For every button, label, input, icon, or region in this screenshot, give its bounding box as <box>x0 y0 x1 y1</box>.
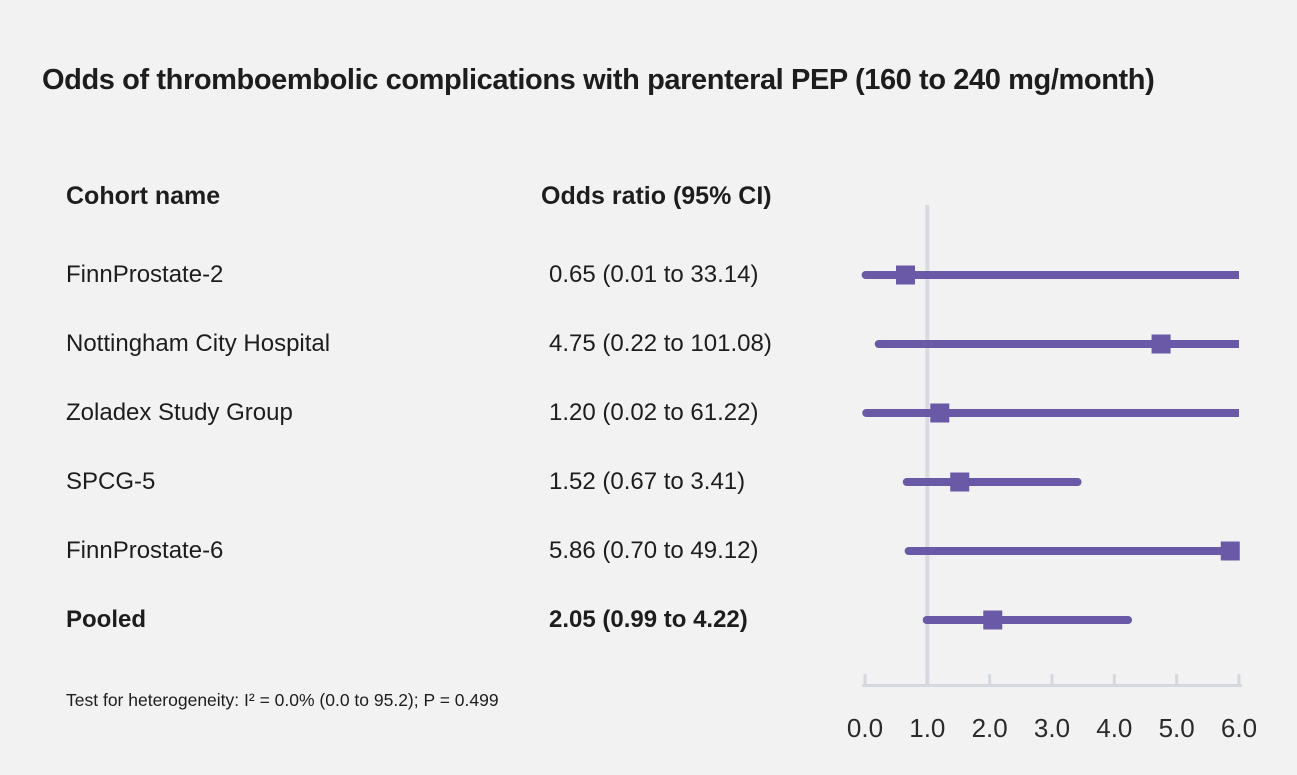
cohort-name: SPCG-5 <box>66 468 156 495</box>
odds-ratio-marker <box>1151 334 1171 354</box>
odds-ratio-column-header: Odds ratio (95% CI) <box>541 182 772 210</box>
odds-ratio-value: 0.65 (0.01 to 33.14) <box>549 261 759 288</box>
column-headers: Cohort name Odds ratio (95% CI) <box>0 180 1297 212</box>
table-row: FinnProstate-2 0.65 (0.01 to 33.14) <box>0 258 840 292</box>
x-axis-tick-label: 6.0 <box>1221 713 1257 743</box>
x-axis-tick-label: 4.0 <box>1096 713 1132 743</box>
odds-ratio-value: 2.05 (0.99 to 4.22) <box>549 606 748 633</box>
table-row: Nottingham City Hospital 4.75 (0.22 to 1… <box>0 327 840 361</box>
study-rows: FinnProstate-2 0.65 (0.01 to 33.14) Nott… <box>0 258 840 637</box>
cohort-name: Nottingham City Hospital <box>66 330 331 357</box>
odds-ratio-marker <box>983 610 1003 630</box>
x-axis-tick-label: 1.0 <box>909 713 945 743</box>
cohort-name: Zoladex Study Group <box>66 399 293 426</box>
cohort-name: FinnProstate-6 <box>66 537 224 564</box>
odds-ratio-marker <box>930 403 950 423</box>
table-row: Zoladex Study Group 1.20 (0.02 to 61.22) <box>0 396 840 430</box>
ci-line-cap <box>874 340 883 348</box>
x-axis-tick-label: 5.0 <box>1159 713 1195 743</box>
table-row-pooled: Pooled 2.05 (0.99 to 4.22) <box>0 603 840 637</box>
cohort-name: FinnProstate-2 <box>66 261 224 288</box>
odds-ratio-value: 5.86 (0.70 to 49.12) <box>549 537 759 564</box>
table-row: SPCG-5 1.52 (0.67 to 3.41) <box>0 465 840 499</box>
odds-ratio-value: 1.52 (0.67 to 3.41) <box>549 468 746 495</box>
ci-line-cap <box>861 271 870 279</box>
heterogeneity-footnote: Test for heterogeneity: I² = 0.0% (0.0 t… <box>66 690 499 710</box>
ci-line-cap <box>904 547 913 555</box>
x-axis-tick-label: 0.0 <box>847 713 883 743</box>
ci-line-cap <box>1124 616 1133 624</box>
chart-title: Odds of thromboembolic complications wit… <box>42 64 1155 96</box>
cohort-name: Pooled <box>66 606 147 633</box>
ci-line-cap <box>1073 478 1082 486</box>
odds-ratio-marker <box>1220 541 1240 561</box>
odds-ratio-marker <box>896 265 916 285</box>
x-axis-tick-label: 2.0 <box>972 713 1008 743</box>
ci-line-cap <box>922 616 931 624</box>
ci-line-cap <box>862 409 871 417</box>
x-axis-tick-label: 3.0 <box>1034 713 1070 743</box>
cohort-name-column-header: Cohort name <box>66 182 221 210</box>
ci-line-cap <box>902 478 911 486</box>
odds-ratio-value: 1.20 (0.02 to 61.22) <box>549 399 759 426</box>
odds-ratio-value: 4.75 (0.22 to 101.08) <box>549 330 772 357</box>
table-row: FinnProstate-6 5.86 (0.70 to 49.12) <box>0 534 840 568</box>
odds-ratio-marker <box>950 472 970 492</box>
